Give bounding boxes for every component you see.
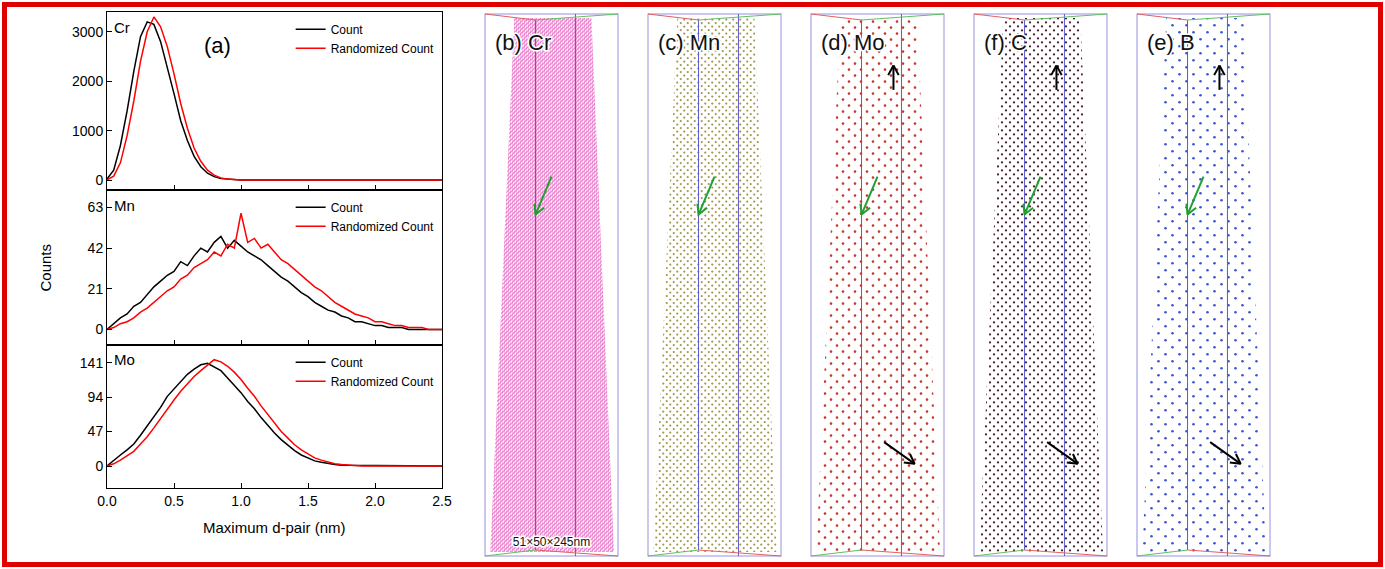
svg-text:21: 21: [88, 281, 104, 297]
svg-text:Counts: Counts: [37, 244, 54, 292]
svg-text:0: 0: [95, 172, 103, 188]
svg-text:Count: Count: [331, 356, 364, 370]
svg-text:Randomized Count: Randomized Count: [331, 375, 434, 389]
svg-text:Mn: Mn: [114, 197, 135, 214]
svg-text:Mo: Mo: [114, 351, 135, 368]
svg-text:(f) C: (f) C: [984, 30, 1027, 55]
svg-text:1000: 1000: [72, 123, 103, 139]
svg-text:47: 47: [88, 423, 104, 439]
svg-text:Count: Count: [331, 23, 364, 37]
svg-text:(e) B: (e) B: [1147, 30, 1195, 55]
svg-text:2000: 2000: [72, 73, 103, 89]
svg-text:0.5: 0.5: [164, 493, 184, 509]
svg-text:51×50×245nm: 51×50×245nm: [513, 535, 590, 549]
svg-text:42: 42: [88, 240, 104, 256]
svg-text:(b) Cr: (b) Cr: [495, 30, 551, 55]
svg-text:141: 141: [80, 355, 104, 371]
svg-text:63: 63: [88, 199, 104, 215]
svg-text:(d) Mo: (d) Mo: [821, 30, 885, 55]
svg-text:2.5: 2.5: [432, 493, 452, 509]
svg-text:94: 94: [88, 389, 104, 405]
svg-text:0: 0: [95, 321, 103, 337]
svg-text:Count: Count: [331, 201, 364, 215]
svg-text:0.0: 0.0: [97, 493, 117, 509]
svg-text:1.5: 1.5: [298, 493, 318, 509]
svg-text:0: 0: [95, 458, 103, 474]
svg-text:Randomized Count: Randomized Count: [331, 42, 434, 56]
svg-text:Randomized Count: Randomized Count: [331, 220, 434, 234]
svg-text:Cr: Cr: [114, 19, 130, 36]
svg-text:Maximum d-pair (nm): Maximum d-pair (nm): [203, 519, 346, 536]
svg-text:(c) Mn: (c) Mn: [658, 30, 720, 55]
svg-text:3000: 3000: [72, 24, 103, 40]
svg-text:2.0: 2.0: [365, 493, 385, 509]
svg-text:(a): (a): [204, 33, 231, 58]
svg-text:1.0: 1.0: [231, 493, 251, 509]
